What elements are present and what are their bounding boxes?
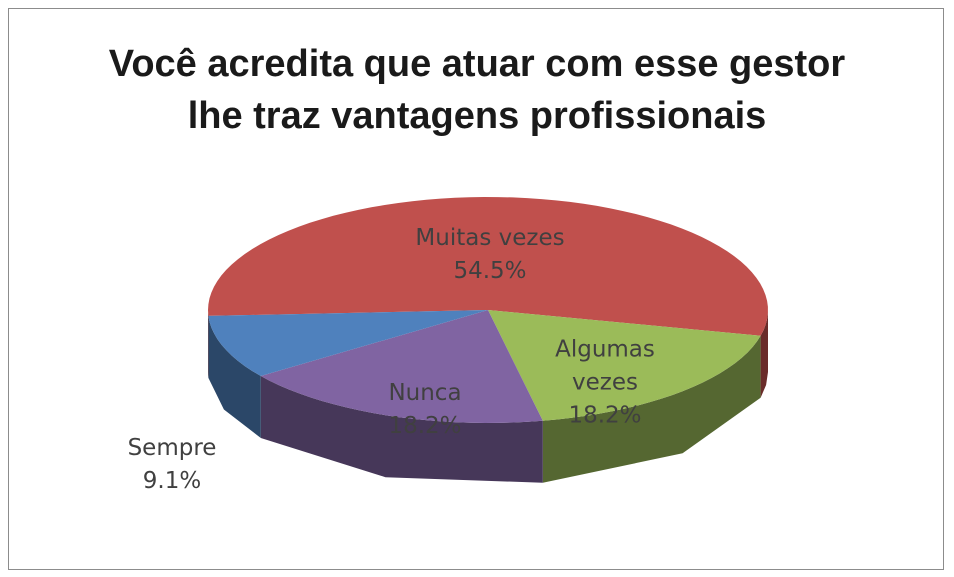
pie-slice xyxy=(208,197,768,336)
pie-side xyxy=(760,310,768,398)
value-label: 18.2% xyxy=(388,413,462,439)
pie-side xyxy=(208,315,261,438)
chart-title: Você acredita que atuar com esse gestor … xyxy=(108,43,846,137)
value-label: 9.1% xyxy=(142,468,202,494)
category-label: Muitas vezes xyxy=(415,225,565,251)
data-label: Muitas vezes 54.5% xyxy=(415,222,564,288)
data-label: Algumas vezes 18.2% xyxy=(540,334,670,433)
data-label: Sempre 9.1% xyxy=(128,432,217,498)
value-label: 18.2% xyxy=(568,402,642,429)
pie-slice xyxy=(260,310,543,423)
category-label: Sempre xyxy=(127,435,217,461)
pie-side xyxy=(542,335,761,483)
pie-slice xyxy=(488,310,761,421)
value-label: 54.5% xyxy=(453,258,527,284)
pie-side xyxy=(260,376,543,483)
category-label: Algumas vezes xyxy=(555,336,655,396)
pie-slice xyxy=(208,310,488,376)
category-label: Nunca xyxy=(388,380,462,406)
chart-frame xyxy=(8,8,944,570)
data-label: Nunca 18.2% xyxy=(388,377,461,443)
